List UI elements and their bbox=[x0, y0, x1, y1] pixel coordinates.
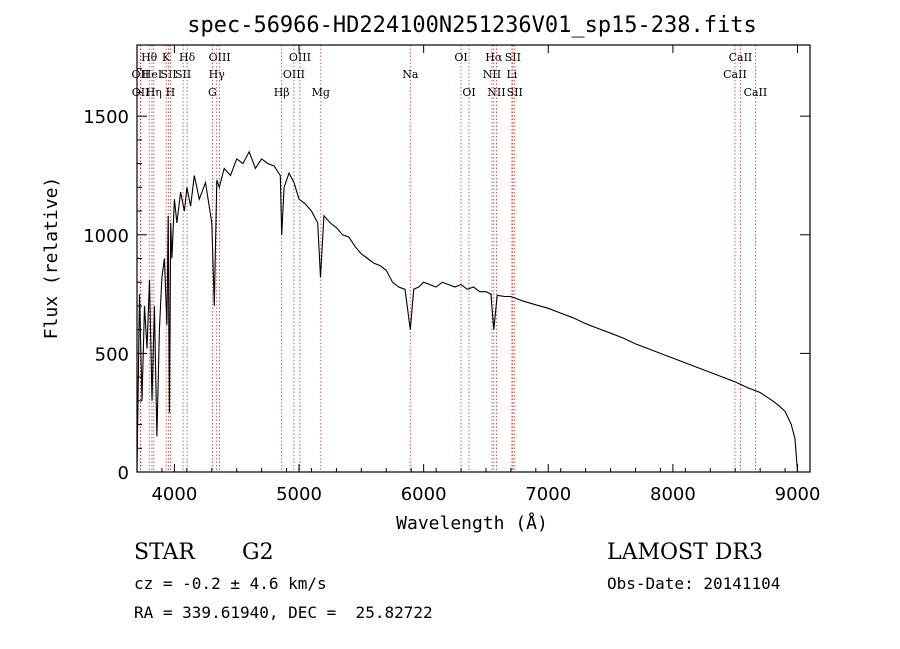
axis-ticks: 4000 5000 6000 7000 8000 9000 0 500 1000 1500 bbox=[83, 45, 820, 505]
line-marker-label-23: Li bbox=[506, 68, 517, 81]
y-tick-label-2: 1000 bbox=[83, 226, 129, 247]
y-tick-label-0: 0 bbox=[118, 463, 129, 484]
line-marker-label-28: CaII bbox=[744, 86, 768, 99]
line-marker-label-12: G bbox=[208, 86, 217, 99]
line-marker-label-17: Na bbox=[402, 68, 419, 81]
line-marker-label-16: Mg bbox=[312, 86, 330, 99]
subclass-label: G2 bbox=[242, 540, 274, 565]
line-marker-label-11: Hγ bbox=[209, 68, 226, 81]
line-marker-label-25: SII bbox=[507, 86, 523, 99]
line-marker-label-21: SII bbox=[505, 51, 521, 64]
y-tick-label-1: 500 bbox=[95, 344, 129, 365]
x-axis-label: Wavelength (Å) bbox=[396, 512, 548, 534]
chart-title: spec-56966-HD224100N251236V01_sp15-238.f… bbox=[187, 13, 757, 38]
line-marker-label-6: SII bbox=[161, 68, 177, 81]
line-marker-label-18: OI bbox=[454, 51, 467, 64]
line-markers: HθOIIOIIHeIHηKSIIHHδSIIOIIIHγGOIIIOIIIHβ… bbox=[132, 45, 768, 472]
redshift-label: cz = -0.2 ± 4.6 km/s bbox=[134, 574, 327, 593]
line-marker-label-4: Hη bbox=[146, 86, 162, 99]
object-type-label: STAR bbox=[134, 540, 195, 565]
line-marker-label-0: Hθ bbox=[141, 51, 158, 64]
line-marker-label-20: Hα bbox=[485, 51, 503, 64]
coords-label: RA = 339.61940, DEC = 25.82722 bbox=[134, 603, 433, 622]
y-axis-label: Flux (relative) bbox=[41, 177, 62, 340]
line-marker-label-7: H bbox=[166, 86, 176, 99]
x-tick-label-1: 5000 bbox=[276, 484, 322, 505]
line-marker-label-27: CaII bbox=[723, 68, 747, 81]
line-marker-label-15: Hβ bbox=[274, 86, 290, 99]
line-marker-label-5: K bbox=[162, 51, 171, 64]
line-marker-label-8: Hδ bbox=[179, 51, 196, 64]
survey-label: LAMOST DR3 bbox=[607, 540, 763, 565]
line-marker-label-10: OIII bbox=[209, 51, 231, 64]
spectrum-series-line bbox=[136, 150, 799, 473]
x-tick-label-2: 6000 bbox=[401, 484, 447, 505]
line-marker-label-9: SII bbox=[175, 68, 191, 81]
line-marker-label-13: OIII bbox=[289, 51, 311, 64]
y-tick-label-3: 1500 bbox=[83, 107, 129, 128]
line-marker-label-19: OI bbox=[462, 86, 475, 99]
obs-date-label: Obs-Date: 20141104 bbox=[607, 574, 781, 593]
x-tick-label-5: 9000 bbox=[775, 484, 821, 505]
plot-frame bbox=[136, 44, 811, 473]
line-marker-label-14: OIII bbox=[283, 68, 305, 81]
line-marker-label-24: NII bbox=[487, 86, 505, 99]
line-marker-label-22: NII bbox=[483, 68, 501, 81]
x-tick-label-3: 7000 bbox=[525, 484, 571, 505]
line-marker-label-26: CaII bbox=[729, 51, 753, 64]
line-marker-label-3: HeI bbox=[142, 68, 162, 81]
x-tick-label-4: 8000 bbox=[650, 484, 696, 505]
x-tick-label-0: 4000 bbox=[151, 484, 197, 505]
